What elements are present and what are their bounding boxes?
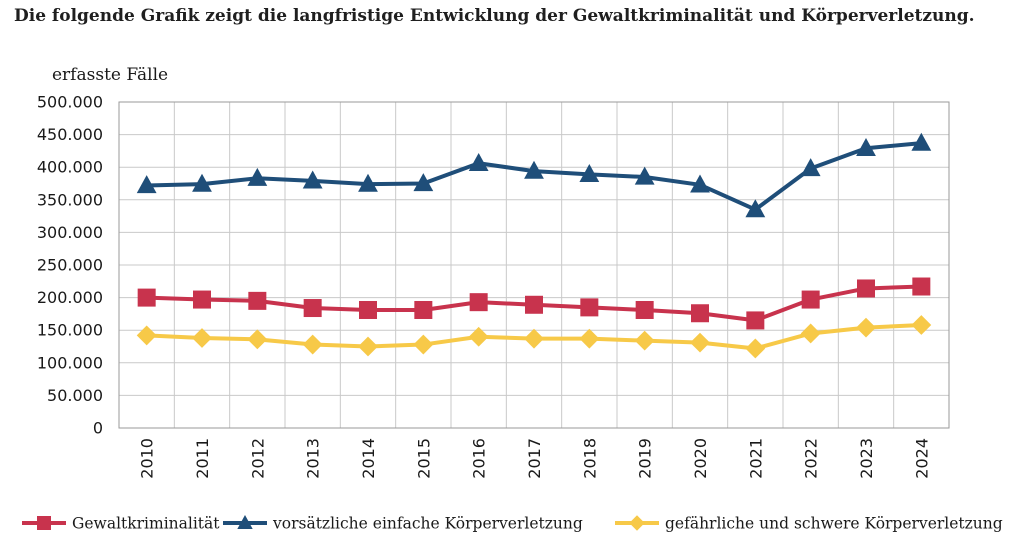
plot-frame <box>118 101 950 429</box>
x-tick-label: 2012 <box>248 438 267 479</box>
y-tick-label: 350.000 <box>37 190 103 209</box>
data-point <box>911 132 932 151</box>
chart-grid <box>118 101 950 429</box>
page-headline: Die folgende Grafik zeigt die langfristi… <box>14 6 975 26</box>
data-point <box>303 299 322 318</box>
x-tick-label: 2020 <box>691 438 710 479</box>
data-point <box>634 166 655 185</box>
data-point <box>247 329 268 350</box>
data-point <box>468 326 489 347</box>
y-tick-label: 0 <box>93 419 103 438</box>
x-tick-label: 2022 <box>802 438 821 479</box>
data-point <box>580 298 599 317</box>
legend-marker <box>37 516 51 530</box>
y-tick-label: 100.000 <box>37 353 103 372</box>
y-tick-label: 500.000 <box>37 93 103 112</box>
data-point <box>358 336 378 357</box>
data-point <box>911 315 932 335</box>
legend-label: gefährliche und schwere Körperverletzung <box>665 515 1003 533</box>
x-tick-label: 2024 <box>912 438 931 479</box>
data-point <box>358 173 378 192</box>
data-point <box>413 173 434 192</box>
y-tick-label: 250.000 <box>37 256 103 275</box>
data-point <box>247 167 268 186</box>
data-point <box>192 173 212 192</box>
data-point <box>413 334 434 355</box>
y-tick-label: 150.000 <box>37 321 103 340</box>
data-point <box>359 300 377 319</box>
x-tick-label: 2010 <box>138 438 157 479</box>
data-point <box>468 152 489 171</box>
data-point <box>524 160 544 179</box>
data-point <box>579 328 600 349</box>
x-tick-label: 2021 <box>746 438 765 479</box>
data-point <box>690 332 710 353</box>
data-point <box>192 328 212 348</box>
data-point <box>856 137 876 156</box>
y-tick-label: 50.000 <box>47 386 103 405</box>
x-tick-label: 2014 <box>359 438 378 479</box>
legend-label: Gewaltkriminalität <box>72 515 220 533</box>
y-tick-label: 300.000 <box>37 223 103 242</box>
data-point <box>634 330 655 351</box>
data-point <box>912 277 931 296</box>
legend-label: vorsätzliche einfache Körperverletzung <box>272 515 583 533</box>
x-tick-label: 2013 <box>304 438 323 479</box>
data-point <box>469 293 488 312</box>
data-point <box>248 291 267 310</box>
data-point <box>137 288 156 307</box>
data-point <box>302 170 323 189</box>
x-tick-label: 2016 <box>470 438 489 479</box>
data-point <box>800 323 821 344</box>
x-tick-label: 2023 <box>857 438 876 479</box>
chart-series <box>136 132 932 359</box>
data-point <box>690 174 710 193</box>
y-tick-label: 400.000 <box>37 158 103 177</box>
x-tick-label: 2018 <box>580 438 599 479</box>
axis-ticks: 0 50.000 100.000 150.000 200.000 250.000 300.0… <box>37 93 932 479</box>
data-point <box>136 325 157 346</box>
data-point <box>745 338 766 359</box>
x-tick-label: 2017 <box>525 438 544 479</box>
data-point <box>193 290 211 309</box>
data-point <box>801 290 820 309</box>
y-tick-label: 450.000 <box>37 125 103 144</box>
x-tick-label: 2015 <box>414 438 433 479</box>
y-axis-label: erfasste Fälle <box>52 65 168 85</box>
chart-legend: Gewaltkriminalität vorsätzliche einfache … <box>22 515 1003 533</box>
data-point <box>136 175 157 194</box>
y-tick-label: 200.000 <box>37 288 103 307</box>
data-point <box>691 304 709 323</box>
legend-marker <box>629 515 645 531</box>
data-point <box>414 300 433 319</box>
data-point <box>857 279 875 298</box>
data-point <box>524 328 544 349</box>
data-point <box>579 164 600 183</box>
x-tick-label: 2019 <box>636 438 655 479</box>
data-point <box>856 317 876 338</box>
data-point <box>745 199 766 218</box>
x-tick-label: 2011 <box>193 438 212 479</box>
data-point <box>302 334 323 355</box>
legend-marker <box>237 514 253 529</box>
data-point <box>635 300 654 319</box>
data-point <box>800 158 821 177</box>
data-point <box>746 311 765 330</box>
data-point <box>525 295 543 314</box>
